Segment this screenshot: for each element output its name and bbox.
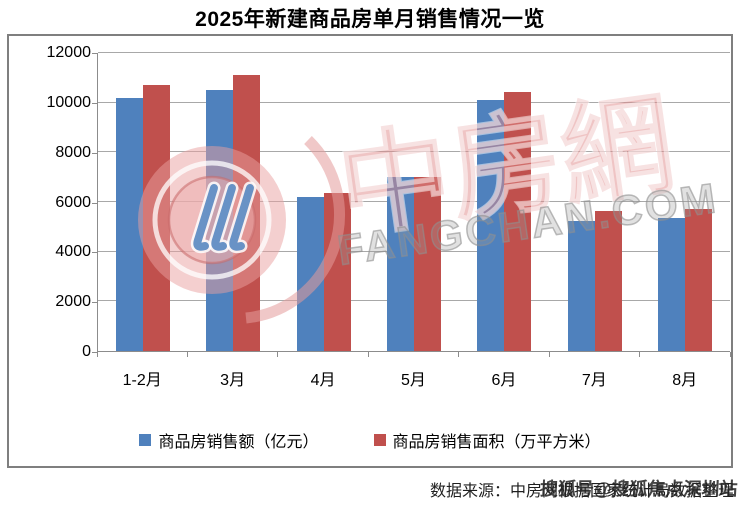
x-axis-tick-mark (548, 352, 550, 357)
x-axis-tick-mark (96, 352, 98, 357)
chart-title: 2025年新建商品房单月销售情况一览 (195, 8, 545, 31)
x-axis-tick-mark (639, 352, 641, 357)
y-axis-tick-mark (92, 53, 97, 54)
source-note: 数据来源：中房网根据国家统计局数据整理 (429, 483, 734, 500)
x-axis-tick-mark (367, 352, 369, 357)
y-axis-tick-label: 0 (82, 343, 91, 360)
bar (504, 91, 532, 351)
legend-swatch-icon (373, 434, 386, 446)
bar (233, 75, 261, 351)
bar (296, 197, 324, 351)
legend-label: 商品房销售额（亿元） (158, 434, 319, 451)
x-axis-tick-mark (729, 352, 731, 357)
legend-label: 商品房销售面积（万平方米） (392, 434, 601, 451)
y-axis-tick-label: 10000 (46, 93, 92, 111)
bar (657, 218, 685, 351)
x-axis-ticks (96, 352, 731, 357)
bar-group-1-2月 (98, 53, 188, 351)
x-axis-category-label: 8月 (672, 372, 698, 389)
x-axis-category-label: 3月 (220, 372, 246, 389)
gridline (98, 52, 730, 53)
x-axis-category-label: 4月 (310, 372, 336, 389)
y-axis-tick-mark (92, 152, 97, 154)
x-axis-tick-mark (458, 352, 460, 357)
bar-group-8月 (640, 53, 730, 351)
x-axis-labels: 1-2月 3月 4月 5月 6月 7月 8月 (97, 366, 730, 390)
bar (386, 177, 414, 351)
y-axis-tick-label: 6000 (55, 193, 91, 211)
gridline (98, 101, 730, 103)
bar-group-6月 (459, 53, 549, 351)
y-axis-tick-label: 4000 (55, 243, 91, 261)
y-axis-tick-label: 12000 (46, 44, 92, 61)
legend-item: 商品房销售面积（万平方米） (373, 428, 601, 452)
bar (323, 193, 351, 351)
legend: 商品房销售额（亿元） 商品房销售面积（万平方米） (9, 428, 731, 452)
y-axis-tick-mark (92, 302, 97, 304)
y-axis-tick-label: 2000 (55, 293, 91, 311)
x-axis-tick-mark (186, 352, 188, 357)
bar (143, 85, 171, 351)
watermark-overlay-text: 搜狐号@搜狐焦点深圳站 (539, 479, 739, 499)
bar (413, 177, 441, 351)
bar (567, 220, 595, 351)
bar (477, 100, 505, 351)
x-axis-category-label: 6月 (491, 372, 517, 389)
x-axis-tick-mark (277, 352, 279, 357)
bar-group-7月 (549, 53, 639, 351)
gridline (98, 151, 730, 153)
y-axis-tick-mark (92, 102, 97, 104)
bar-group-4月 (279, 53, 369, 351)
x-axis-category-label: 5月 (401, 372, 426, 389)
bar (594, 210, 622, 351)
x-axis-category-label: 7月 (581, 372, 607, 389)
y-axis-tick-label: 8000 (55, 143, 91, 161)
legend-swatch-icon (139, 434, 152, 446)
chart-frame: 1-2月 3月 4月 5月 6月 7月 8月 商品房销售额（亿元） 商品房销售面积（万平方米）… (7, 34, 733, 468)
y-axis-tick-mark (92, 252, 97, 254)
bar-group-5月 (369, 53, 459, 351)
legend-item: 商品房销售额（亿元） (139, 428, 319, 452)
y-axis-tick-mark (92, 202, 97, 204)
plot-area (97, 52, 730, 352)
bar (206, 90, 234, 351)
bar (684, 209, 712, 351)
x-axis-category-label: 1-2月 (122, 372, 162, 389)
bar-group-3月 (188, 53, 278, 351)
y-axis-tick-mark (92, 352, 97, 353)
bar (116, 97, 144, 351)
